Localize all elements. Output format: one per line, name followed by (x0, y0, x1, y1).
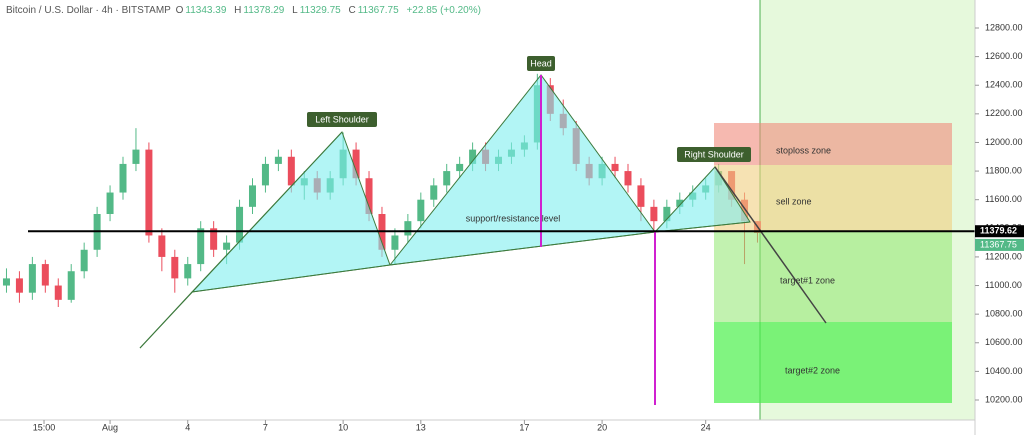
y-tick-label: 10400.00 (985, 366, 1023, 376)
candle-body (41, 264, 49, 286)
x-tick-label: 7 (263, 422, 268, 432)
y-tick-label: 12800.00 (985, 22, 1023, 32)
target-line (714, 166, 827, 324)
x-tick-label: 24 (701, 422, 711, 432)
ohlc-value: 11367.75 (357, 5, 399, 16)
candle-body (352, 149, 360, 179)
candle-body (119, 163, 127, 193)
x-tick-label: 13 (416, 422, 426, 432)
label-box (527, 56, 555, 71)
candle-body (210, 228, 218, 250)
label-box (307, 112, 377, 127)
candle-body (430, 185, 438, 200)
y-tick-label: 12000.00 (985, 137, 1023, 147)
candle-body (456, 163, 464, 172)
ohlc-label: L (292, 5, 298, 16)
candle-body (624, 171, 632, 186)
x-tick-label: 15:00 (33, 422, 56, 432)
candle-body (171, 256, 179, 279)
candle-body (637, 185, 645, 207)
y-tick-label: 11600.00 (985, 194, 1022, 204)
candle-body (2, 278, 10, 286)
candle-body (236, 206, 244, 243)
zone-label: target#1 zone (780, 275, 835, 285)
level-price-label: 11379.62 (980, 226, 1017, 236)
candle-body (650, 206, 658, 222)
x-tick-label: Aug (102, 422, 118, 432)
candle-body (158, 235, 166, 257)
ohlc-value: 11378.29 (243, 5, 285, 16)
target1-zone (714, 231, 952, 322)
candle-body (663, 206, 671, 222)
y-tick-label: 11000.00 (985, 280, 1022, 290)
ohlc-value: 11343.39 (185, 5, 227, 16)
x-tick-label: 10 (338, 422, 348, 432)
candle-body (80, 249, 88, 272)
ohlc-label: C (348, 5, 356, 16)
candle-body (611, 163, 619, 172)
y-tick-label: 10200.00 (985, 394, 1023, 404)
last-price-label: 11367.75 (980, 239, 1017, 249)
x-tick-label: 20 (597, 422, 607, 432)
ohlc-label: O (175, 5, 184, 16)
candle-body (443, 171, 451, 186)
candle-body (132, 149, 140, 164)
candle-body (676, 199, 684, 207)
candle-body (223, 242, 231, 250)
y-tick-label: 10800.00 (985, 309, 1023, 319)
x-tick-label: 4 (185, 422, 190, 432)
candle-body (184, 264, 192, 279)
target2-zone (714, 322, 952, 403)
last-price-box (975, 238, 1024, 251)
ohlc-label: H (234, 5, 242, 16)
x-tick-label: 17 (519, 422, 529, 432)
ohlc-value: 11329.75 (299, 5, 341, 16)
change: +22.85 (+0.20%) (406, 5, 481, 16)
candle-body (15, 278, 23, 293)
candle-body (67, 271, 75, 300)
neckline (139, 221, 751, 349)
symbol: Bitcoin / U.S. Dollar · 4h · BITSTAMP (6, 5, 171, 16)
zone-label: stoploss zone (776, 145, 831, 155)
candle-body (469, 149, 477, 164)
candle-body (106, 192, 114, 214)
zone-label: sell zone (776, 196, 812, 206)
candle-body (287, 156, 295, 186)
y-tick-label: 12400.00 (985, 80, 1023, 90)
candle-body (274, 156, 282, 164)
stoploss-zone (714, 123, 952, 165)
y-tick-label: 11200.00 (985, 251, 1022, 261)
right-shoulder-label: Right Shoulder (684, 149, 744, 159)
label-box (677, 147, 751, 162)
candle-body (28, 264, 36, 293)
candle-body (145, 149, 153, 236)
sell-zone (714, 165, 952, 231)
head-label: Head (530, 58, 552, 68)
candle-body (417, 199, 425, 222)
candle-body (197, 228, 205, 265)
left-shoulder-label: Left Shoulder (315, 114, 369, 124)
y-tick-label: 10600.00 (985, 337, 1023, 347)
y-tick-label: 11800.00 (985, 165, 1022, 175)
level-price-box (975, 225, 1024, 238)
y-tick-label: 12600.00 (985, 51, 1023, 61)
y-tick-label: 12200.00 (985, 108, 1023, 118)
candle-body (261, 163, 269, 186)
candle-body (248, 185, 256, 207)
candle-body (365, 178, 373, 214)
candle-body (54, 285, 62, 300)
candle-body (391, 235, 399, 250)
support-label: support/resistance level (466, 213, 561, 223)
candle-body (404, 221, 412, 236)
candles (2, 73, 761, 307)
zone-label: target#2 zone (785, 365, 840, 375)
